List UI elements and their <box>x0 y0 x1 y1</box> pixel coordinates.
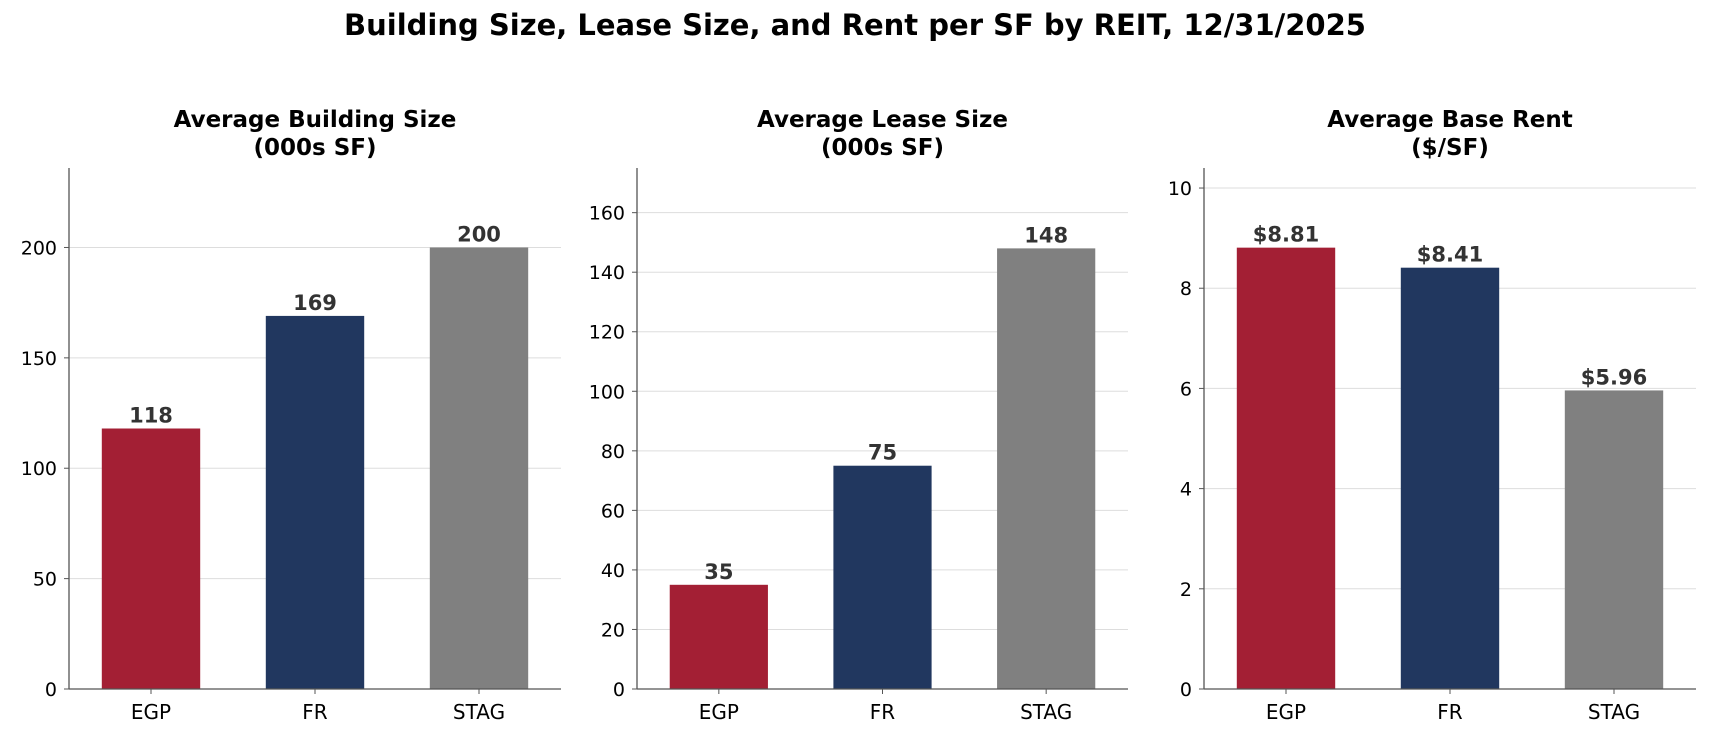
x-tick-label: STAG <box>453 700 505 724</box>
bar-stag <box>429 247 529 689</box>
x-tick-label: FR <box>870 700 896 724</box>
data-label: 148 <box>1024 223 1068 247</box>
y-tick-label: 0 <box>45 679 57 701</box>
data-label: 35 <box>704 560 733 584</box>
bar-fr <box>833 465 932 689</box>
data-label: $8.41 <box>1417 243 1483 267</box>
y-tick-label: 8 <box>1180 278 1192 300</box>
chart-title-building-size: Average Building Size (000s SF) <box>173 107 457 161</box>
chart-title-lease-size: Average Lease Size (000s SF) <box>756 107 1008 161</box>
x-tick-label: EGP <box>131 700 171 724</box>
bar-fr <box>1400 267 1500 689</box>
y-tick-label: 6 <box>1180 378 1192 400</box>
data-label: $8.81 <box>1253 223 1319 247</box>
y-tick-label: 40 <box>601 560 625 582</box>
y-tick-label: 160 <box>589 203 625 225</box>
x-tick-label: STAG <box>1020 700 1072 724</box>
figure-title: Building Size, Lease Size, and Rent per … <box>344 8 1366 42</box>
y-tick-label: 0 <box>1180 679 1192 701</box>
y-tick-label: 140 <box>589 262 625 284</box>
chart-title-base-rent: Average Base Rent ($/SF) <box>1327 107 1573 161</box>
bar-fr <box>265 315 365 689</box>
y-tick-label: 100 <box>589 381 625 403</box>
y-tick-label: 10 <box>1168 178 1192 200</box>
y-tick-label: 150 <box>21 348 57 370</box>
y-tick-label: 200 <box>21 237 57 259</box>
bar-stag <box>1564 390 1664 689</box>
data-label: 200 <box>457 222 501 246</box>
data-label: 118 <box>129 404 173 428</box>
x-tick-label: STAG <box>1588 700 1640 724</box>
x-tick-label: FR <box>302 700 328 724</box>
y-tick-label: 20 <box>601 619 625 641</box>
bar-stag <box>997 248 1096 689</box>
bar-egp <box>101 428 201 689</box>
x-tick-label: EGP <box>1266 700 1306 724</box>
y-tick-label: 50 <box>33 569 57 591</box>
y-tick-label: 100 <box>21 458 57 480</box>
x-tick-label: EGP <box>699 700 739 724</box>
x-tick-label: FR <box>1437 700 1463 724</box>
bar-egp <box>669 584 768 689</box>
y-tick-label: 60 <box>601 500 625 522</box>
data-label: 75 <box>868 441 897 465</box>
y-tick-label: 0 <box>613 679 625 701</box>
y-tick-label: 2 <box>1180 579 1192 601</box>
data-label: 169 <box>293 291 337 315</box>
data-label: $5.96 <box>1581 365 1647 389</box>
bar-egp <box>1236 247 1336 689</box>
y-tick-label: 120 <box>589 322 625 344</box>
y-tick-label: 80 <box>601 441 625 463</box>
y-tick-label: 4 <box>1180 479 1192 501</box>
